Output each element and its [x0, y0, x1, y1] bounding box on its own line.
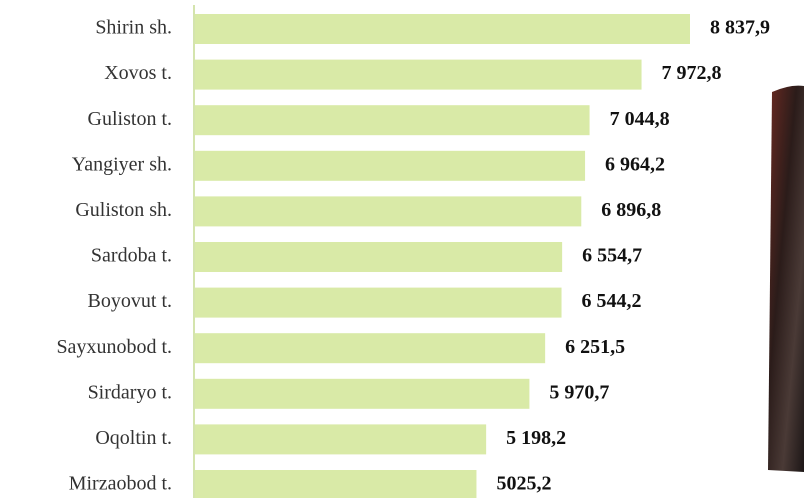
- bar: [195, 424, 486, 454]
- bar: [195, 470, 476, 498]
- bar: [195, 14, 690, 44]
- value-label: 6 251,5: [565, 336, 625, 358]
- category-label: Guliston t.: [88, 108, 172, 130]
- value-label: 6 544,2: [582, 290, 642, 312]
- category-label: Xovos t.: [104, 62, 172, 84]
- category-label: Sirdaryo t.: [88, 381, 172, 403]
- bar: [195, 333, 545, 363]
- category-label: Shirin sh.: [95, 17, 172, 39]
- category-label: Sayxunobod t.: [56, 336, 172, 358]
- photo-fragment: [768, 86, 804, 472]
- value-label: 8 837,9: [710, 17, 770, 39]
- chart: Shirin sh. 8 837,9 Xovos t. 7 972,8 Guliston…: [0, 0, 804, 498]
- bar: [195, 151, 585, 181]
- category-label: Mirzaobod t.: [69, 473, 172, 495]
- bar: [195, 105, 590, 135]
- value-label: 6 896,8: [601, 199, 661, 221]
- value-label: 7 044,8: [610, 108, 670, 130]
- page: {"chart_data": {"type": "bar", "orientat…: [0, 0, 804, 498]
- category-label: Guliston sh.: [75, 199, 172, 221]
- category-label: Boyovut t.: [88, 290, 172, 312]
- category-label: Yangiyer sh.: [72, 153, 172, 175]
- value-label: 6 554,7: [582, 245, 642, 267]
- category-label: Sardoba t.: [91, 245, 172, 267]
- bar: [195, 288, 562, 318]
- bar: [195, 242, 562, 272]
- value-label: 5 970,7: [549, 381, 609, 403]
- bar: [195, 379, 529, 409]
- bar: [195, 196, 581, 226]
- value-label: 5 198,2: [506, 427, 566, 449]
- value-label: 6 964,2: [605, 153, 665, 175]
- category-label: Oqoltin t.: [95, 427, 172, 449]
- value-label: 5025,2: [496, 473, 551, 495]
- value-label: 7 972,8: [662, 62, 722, 84]
- bar: [195, 60, 642, 90]
